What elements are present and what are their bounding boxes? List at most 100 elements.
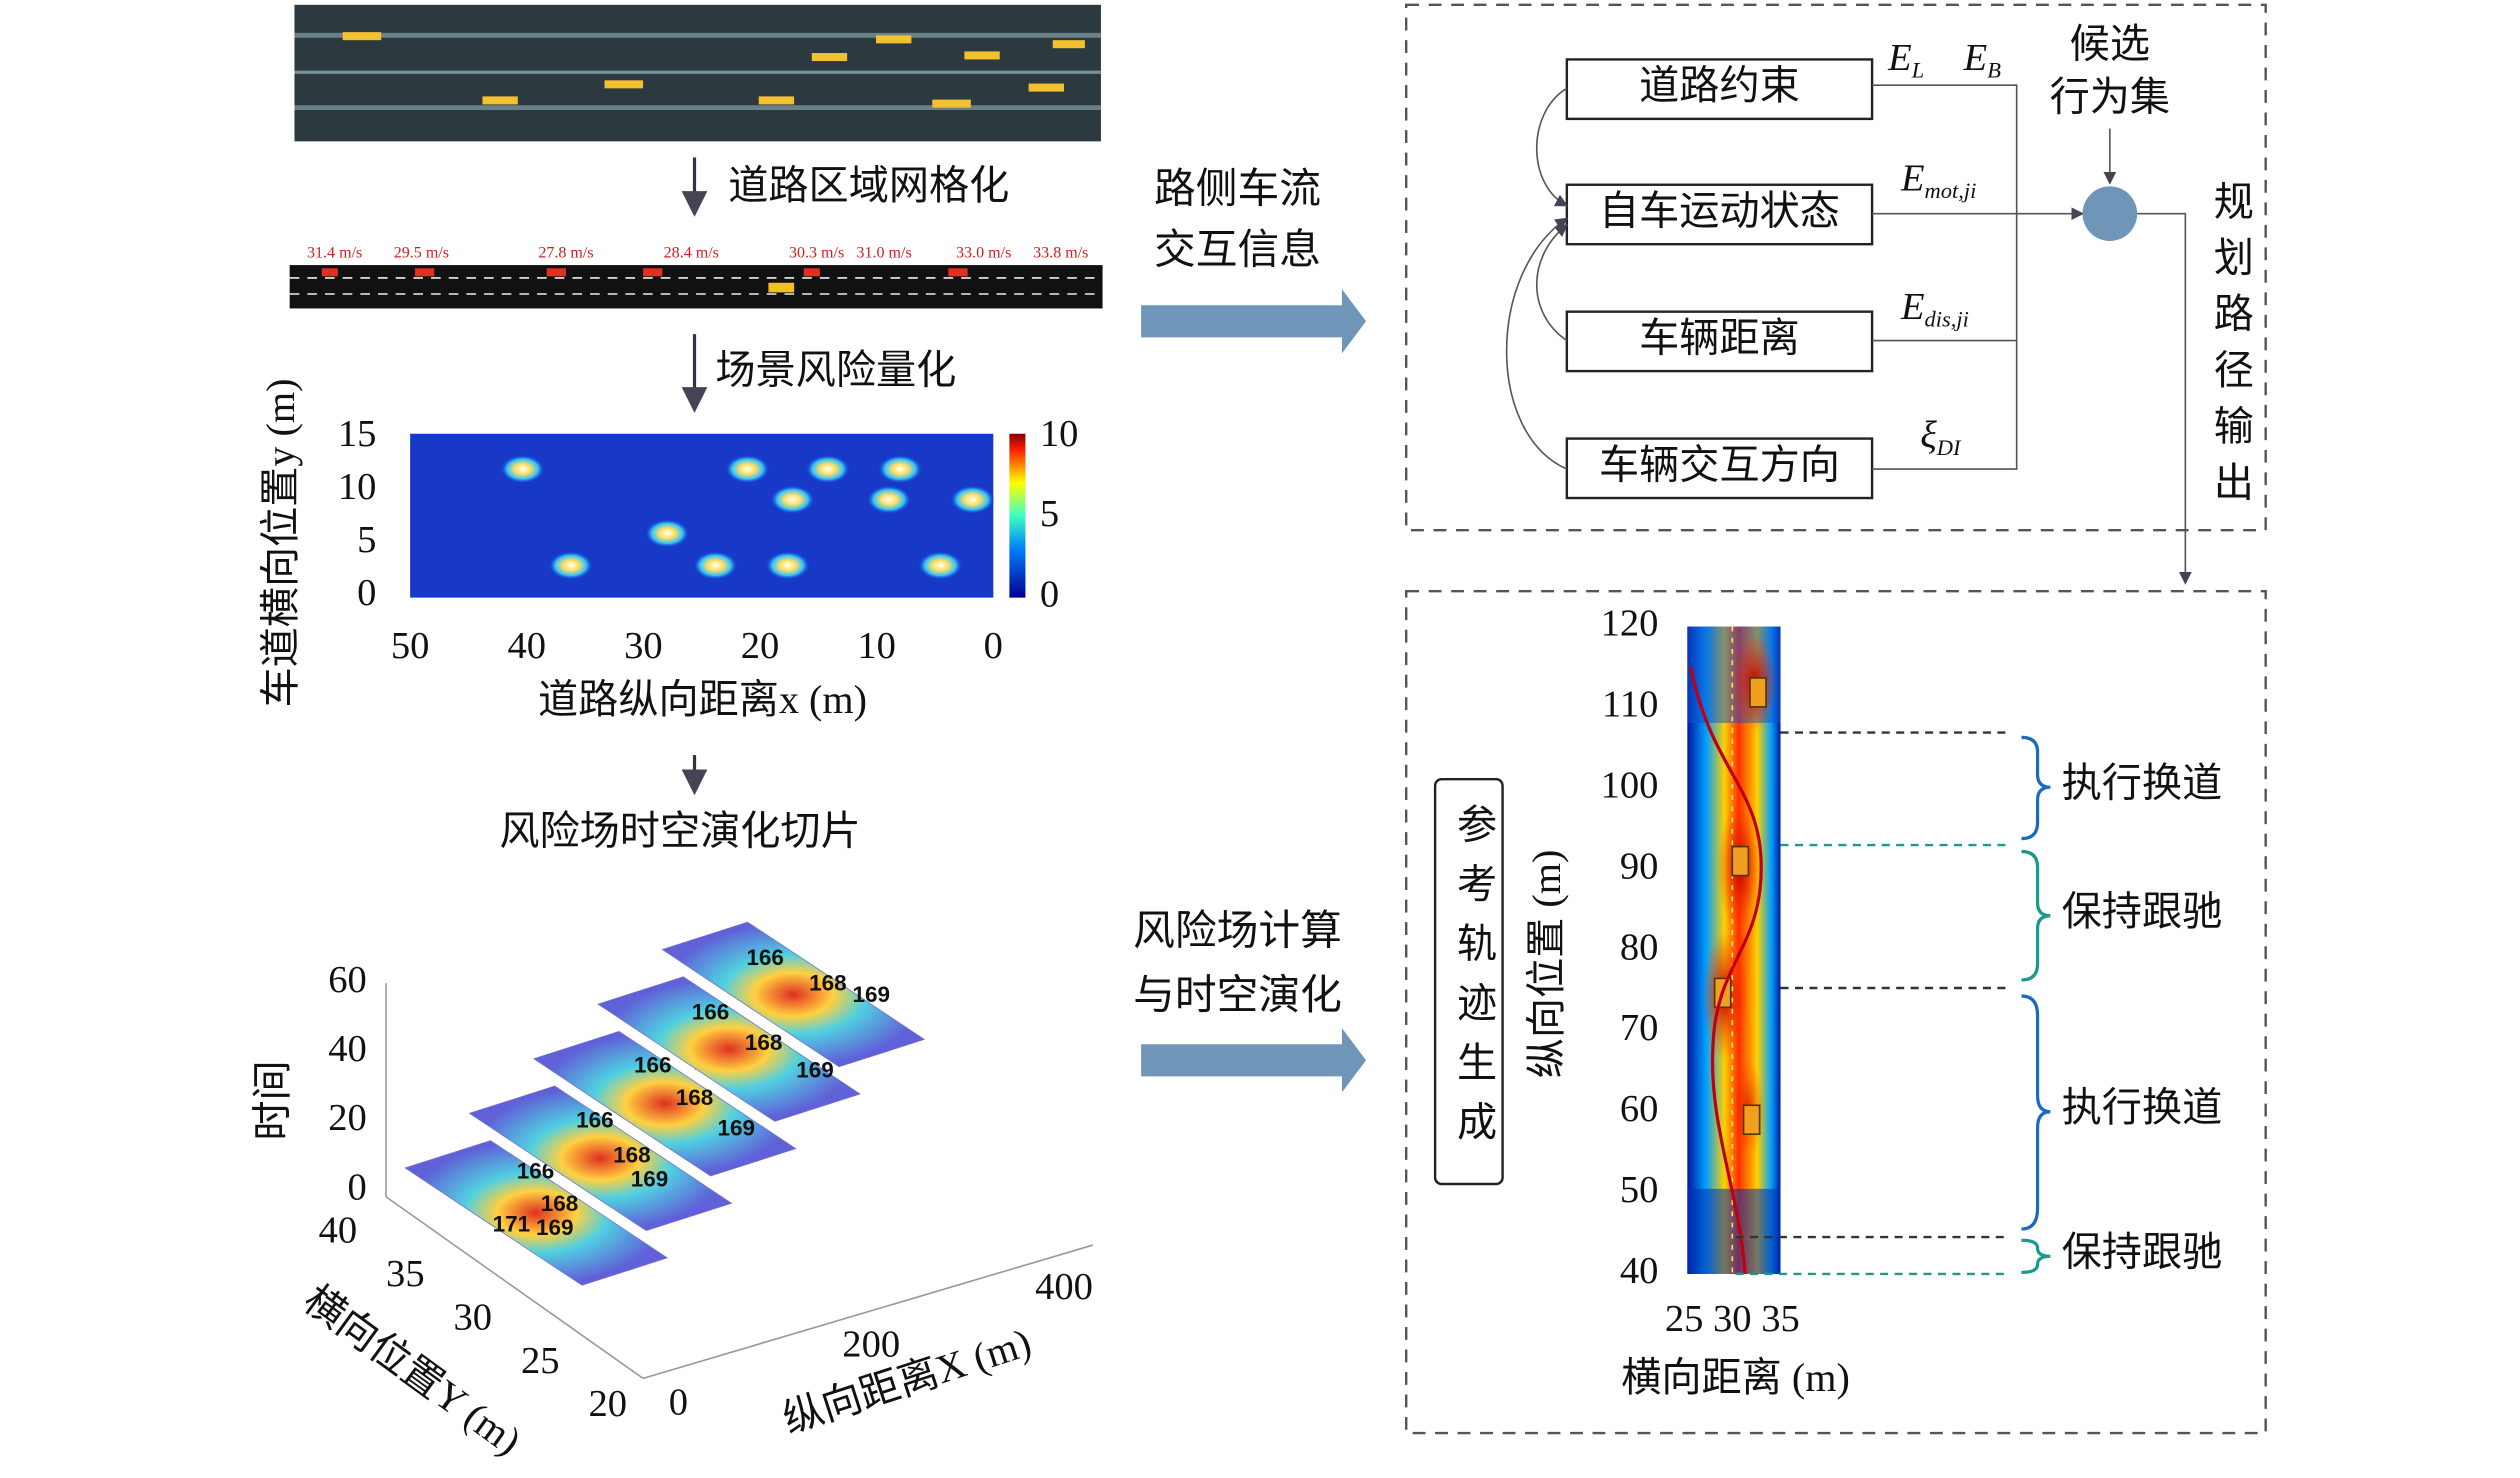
vehicle-id: 169 (718, 1115, 756, 1140)
y-tick-label: 0 (357, 572, 376, 614)
math-sub: mot,ji (1925, 178, 1977, 203)
y-tick-label: 110 (1602, 683, 1658, 725)
y-axis-label: 车道横向位置y (m) (258, 378, 303, 707)
math-term: EL (1887, 37, 1924, 83)
risk-spot (548, 551, 594, 580)
x-tick-label: 20 (741, 625, 780, 667)
phase-label: 执行换道 (2062, 1085, 2223, 1130)
candidate-label: 候选 (2070, 21, 2150, 66)
speed-label: 33.0 m/s (956, 245, 1011, 262)
factor-label: 自车运动状态 (1599, 188, 1840, 233)
z-tick-label: 40 (328, 1028, 367, 1070)
y-tick-label: 40 (319, 1210, 358, 1252)
math-sub: L (1911, 57, 1925, 82)
y-tick-label: 10 (338, 466, 377, 508)
math-term: Edis,ji (1900, 286, 1969, 332)
phase-label: 执行换道 (2062, 760, 2223, 805)
vehicle-id: 168 (745, 1030, 783, 1055)
math-base: ξ (1920, 414, 1937, 456)
factor-box (1565, 310, 1874, 373)
x-tick-label: 35 (1761, 1298, 1800, 1340)
risk-slice (404, 1140, 669, 1286)
x-tick-label: 30 (624, 625, 663, 667)
vehicle-id: 166 (746, 945, 784, 970)
step-label: 场景风险量化 (715, 348, 956, 393)
step-label: 风险场时空演化切片 (499, 809, 860, 854)
y-tick-label: 100 (1601, 764, 1659, 806)
risk-slice (597, 976, 861, 1122)
vehicle-id: 166 (576, 1107, 614, 1132)
risk-spot (725, 454, 771, 484)
risk-spot (500, 454, 546, 484)
math-sub: B (1987, 57, 2001, 82)
x-tick-label: 0 (984, 625, 1003, 667)
risk-spot (692, 551, 738, 580)
speed-label: 33.8 m/s (1033, 245, 1088, 262)
x-tick-label: 30 (1713, 1298, 1752, 1340)
math-sub: DI (1936, 435, 1962, 460)
y-tick-label: 35 (386, 1253, 425, 1295)
math-base: E (1963, 37, 1988, 79)
y-tick-label: 5 (357, 519, 376, 561)
y-tick-label: 15 (338, 413, 377, 455)
risk-spot (866, 485, 912, 515)
speed-label: 28.4 m/s (664, 245, 719, 262)
generator-box (1433, 777, 1504, 1186)
x-tick-label: 10 (857, 625, 896, 667)
risk-slice (532, 1030, 797, 1177)
colorbar-tick-label: 0 (1040, 573, 1059, 615)
road-photo (294, 4, 1101, 142)
y-tick-label: 40 (1620, 1250, 1659, 1292)
generator-label: 参考轨迹生成 (1451, 803, 1496, 1160)
y-tick-label: 70 (1620, 1007, 1659, 1049)
y-tick-label: 80 (1620, 926, 1659, 968)
x-axis-label: 横向距离 (m) (1621, 1355, 1850, 1400)
x-tick-label: 40 (508, 625, 547, 667)
risk-spot (765, 551, 811, 580)
trajectory-map (1687, 626, 1781, 1275)
y-tick-label: 30 (454, 1296, 493, 1338)
big-arrow (1141, 289, 1367, 354)
y-axis-label: 横向位置Y (m) (296, 1277, 530, 1464)
vehicle-id: 168 (676, 1085, 714, 1110)
z-axis-label: 时间 (250, 1060, 295, 1140)
y-tick-label: 50 (1620, 1169, 1659, 1211)
vehicle-id: 171 (493, 1212, 531, 1237)
z-tick-label: 20 (328, 1097, 367, 1139)
x-axis-label: 道路纵向距离x (m) (538, 677, 867, 722)
y-tick-label: 120 (1601, 602, 1659, 644)
x-tick-label: 200 (842, 1324, 900, 1366)
flow-label: 交互信息 (1154, 226, 1321, 273)
vehicle-id: 168 (541, 1191, 579, 1216)
risk-spot (949, 485, 995, 515)
math-base: E (1900, 157, 1925, 199)
risk-spot (877, 454, 923, 484)
factor-box (1565, 183, 1874, 246)
vehicle-id: 169 (536, 1215, 574, 1240)
speed-label: 29.5 m/s (394, 245, 449, 262)
math-term: Emot,ji (1900, 157, 1976, 203)
step-label: 道路区域网格化 (728, 163, 1009, 208)
risk-spot (917, 551, 963, 580)
vehicle-id: 166 (634, 1053, 672, 1078)
colorbar (1009, 433, 1026, 598)
risk-spot (805, 454, 851, 484)
phase-lines (1735, 731, 2009, 1276)
factor-label: 道路约束 (1639, 63, 1800, 108)
panel (1404, 3, 2267, 532)
factor-label: 车辆交互方向 (1599, 442, 1840, 487)
grid-road (289, 265, 1103, 309)
math-base: E (1900, 286, 1925, 328)
phase-label: 保持跟驰 (2062, 1230, 2223, 1275)
x-tick-label: 400 (1035, 1266, 1093, 1308)
factor-label: 车辆距离 (1639, 315, 1800, 360)
speed-label: 31.4 m/s (307, 245, 362, 262)
risk-slice (661, 921, 926, 1068)
candidate-label: 行为集 (2050, 74, 2170, 119)
x-tick-label: 50 (391, 625, 430, 667)
output-label: 规划路径输出 (2207, 180, 2252, 517)
y-tick-label: 25 (521, 1340, 560, 1382)
flow-label: 风险场计算 (1133, 908, 1342, 955)
z-tick-label: 60 (328, 959, 367, 1001)
